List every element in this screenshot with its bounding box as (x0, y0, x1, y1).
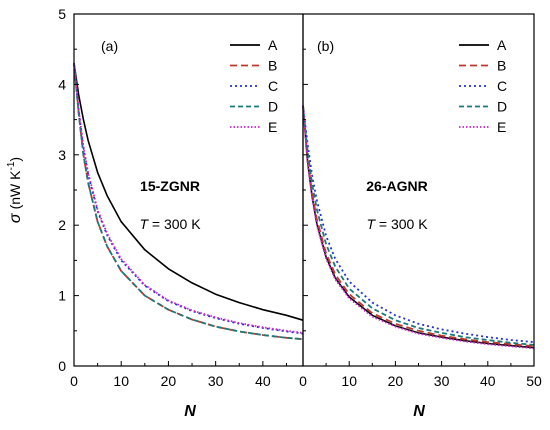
y-axis-title: σ (nW K-1) (6, 157, 24, 223)
y-tick-label: 5 (58, 6, 66, 22)
y-axis-symbol: σ (7, 212, 24, 223)
panel-a-temperature-value: = 300 K (148, 216, 201, 232)
panel-b-structure-label: 26-AGNR (366, 178, 427, 194)
panel-a-x-tick-label: 0 (70, 373, 78, 389)
panel-a-series-d-line (73, 63, 304, 341)
panel-b-series-c-line (302, 105, 535, 343)
panel-b-x-tick-label: 50 (526, 373, 542, 389)
panel-b-label: (b) (317, 38, 334, 54)
panel-a-x-tick-label: 10 (113, 373, 129, 389)
panel-b-legend-c-label: C (497, 78, 507, 94)
panel-a-legend-c-label: C (268, 78, 278, 94)
panel-a-x-tick-label: 40 (255, 373, 271, 389)
panel-b-temperature: T = 300 K (366, 216, 428, 232)
panel-b-series-e-line (302, 105, 535, 350)
panel-b-x-tick-label: 20 (388, 373, 404, 389)
panel-a-structure-label: 15-ZGNR (140, 178, 200, 194)
panel-a-series-e-line (73, 63, 304, 334)
panel-a-legend-e-label: E (268, 119, 277, 135)
y-tick-label: 2 (58, 217, 66, 233)
panel-b-temperature-value: = 300 K (375, 216, 428, 232)
y-tick-label: 4 (58, 76, 66, 92)
y-axis-ticks: 0 1 2 3 4 5 (58, 6, 308, 374)
panel-b-x-tick-label: 10 (341, 373, 357, 389)
panel-a-legend-b-label: B (268, 58, 277, 74)
panel-b-ticks: 0 10 20 30 40 50 (299, 361, 542, 389)
panel-a-x-tick-label: 30 (208, 373, 224, 389)
panel-b-temperature-symbol: T (366, 216, 376, 232)
panel-b-x-tick-label: 30 (434, 373, 450, 389)
y-tick-label: 1 (58, 288, 66, 304)
panel-a-temperature-symbol: T (139, 216, 149, 232)
panel-b: 0 10 20 30 40 50 (b) 26-AGNR T = 300 K N ABCD… (299, 13, 542, 420)
panel-b-x-tick-label: 0 (299, 373, 307, 389)
panel-b-x-tick-label: 40 (480, 373, 496, 389)
panel-a-x-tick-label: 20 (161, 373, 177, 389)
panel-b-series-layer (302, 105, 535, 350)
panel-b-legend-e-label: E (497, 119, 506, 135)
panel-a-legend-d-label: D (268, 99, 278, 115)
panel-a-x-axis-title: N (184, 403, 196, 420)
y-axis-unit: (nW K (7, 170, 23, 210)
panel-a-series-layer (73, 63, 304, 341)
panel-b-series-d-line (302, 105, 535, 346)
panel-a-series-a-line (73, 63, 304, 321)
panel-b-legend-a-label: A (497, 37, 507, 53)
panel-b-legend-d-label: D (497, 99, 507, 115)
y-axis-unit-exponent: -1 (6, 161, 17, 170)
panel-a-ticks: 0 10 20 30 40 (70, 361, 287, 389)
panel-b-x-axis-title: N (413, 403, 425, 420)
panel-a-legend-a-label: A (268, 37, 278, 53)
panel-b-legend-b-label: B (497, 58, 506, 74)
y-axis-unit-close: ) (7, 157, 23, 162)
panel-a-temperature: T = 300 K (139, 216, 201, 232)
y-tick-label: 0 (58, 358, 66, 374)
panel-a-label: (a) (101, 38, 118, 54)
panel-a-series-b-line (73, 63, 304, 341)
y-tick-label: 3 (58, 147, 66, 163)
